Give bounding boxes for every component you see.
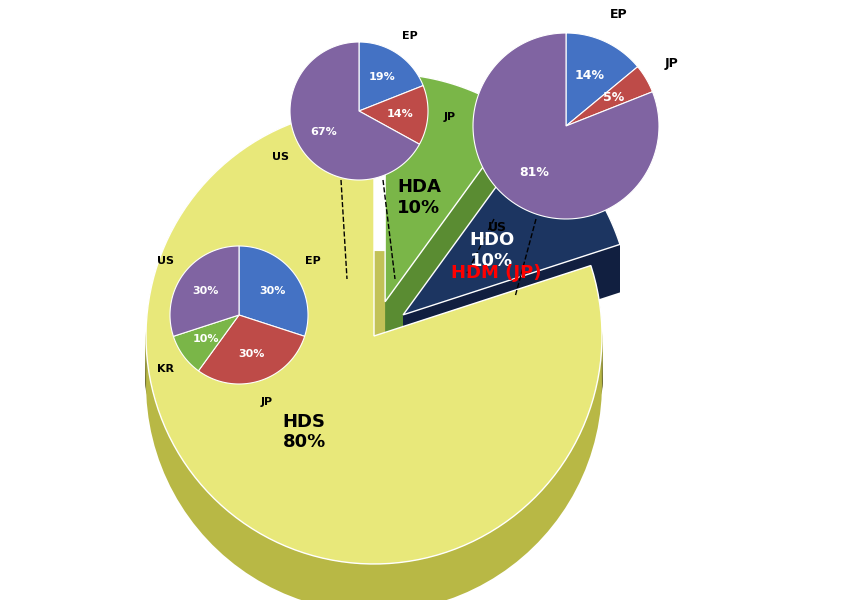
Text: 30%: 30% bbox=[193, 286, 219, 296]
Ellipse shape bbox=[146, 264, 602, 437]
Text: US: US bbox=[157, 256, 174, 266]
Ellipse shape bbox=[146, 259, 602, 432]
Text: HDS
80%: HDS 80% bbox=[283, 413, 326, 451]
Polygon shape bbox=[374, 266, 591, 384]
Ellipse shape bbox=[146, 271, 602, 444]
Ellipse shape bbox=[146, 254, 602, 427]
Polygon shape bbox=[385, 74, 519, 166]
Polygon shape bbox=[473, 33, 659, 219]
Polygon shape bbox=[146, 108, 602, 564]
Text: KR: KR bbox=[157, 364, 174, 374]
Ellipse shape bbox=[146, 257, 602, 430]
Polygon shape bbox=[174, 315, 239, 371]
Text: 81%: 81% bbox=[520, 166, 549, 179]
Text: JP: JP bbox=[261, 397, 273, 407]
Polygon shape bbox=[199, 315, 305, 384]
Text: US: US bbox=[272, 152, 289, 163]
Text: 5%: 5% bbox=[603, 91, 625, 104]
Polygon shape bbox=[403, 130, 620, 315]
Polygon shape bbox=[385, 118, 519, 350]
Polygon shape bbox=[403, 244, 620, 363]
Ellipse shape bbox=[146, 286, 602, 458]
Text: 67%: 67% bbox=[310, 127, 337, 137]
Ellipse shape bbox=[146, 252, 602, 425]
Ellipse shape bbox=[146, 283, 602, 456]
Polygon shape bbox=[170, 246, 239, 337]
Text: HDM (JP): HDM (JP) bbox=[450, 264, 542, 282]
Ellipse shape bbox=[146, 281, 602, 454]
Ellipse shape bbox=[146, 262, 602, 434]
Ellipse shape bbox=[146, 288, 602, 461]
Text: JP: JP bbox=[444, 112, 456, 122]
Text: 14%: 14% bbox=[575, 69, 605, 82]
Ellipse shape bbox=[146, 290, 602, 463]
Ellipse shape bbox=[146, 266, 602, 439]
Text: HDA
10%: HDA 10% bbox=[397, 178, 441, 217]
Ellipse shape bbox=[146, 298, 602, 470]
Text: EP: EP bbox=[305, 256, 320, 266]
Text: JP: JP bbox=[665, 57, 679, 70]
Polygon shape bbox=[359, 42, 424, 111]
Polygon shape bbox=[359, 86, 428, 144]
Text: EP: EP bbox=[609, 8, 627, 22]
Ellipse shape bbox=[146, 276, 602, 449]
Text: 30%: 30% bbox=[239, 349, 265, 359]
Text: HDO
10%: HDO 10% bbox=[469, 231, 514, 270]
Ellipse shape bbox=[146, 295, 602, 468]
Text: 19%: 19% bbox=[369, 72, 396, 82]
Text: US: US bbox=[488, 221, 507, 234]
Text: EP: EP bbox=[403, 31, 418, 41]
Polygon shape bbox=[290, 42, 419, 180]
Polygon shape bbox=[239, 246, 308, 337]
Text: 10%: 10% bbox=[192, 334, 219, 344]
Ellipse shape bbox=[146, 278, 602, 451]
Ellipse shape bbox=[146, 293, 602, 466]
Polygon shape bbox=[566, 33, 638, 126]
Ellipse shape bbox=[146, 269, 602, 442]
Text: 14%: 14% bbox=[387, 109, 414, 119]
Polygon shape bbox=[146, 108, 602, 600]
Polygon shape bbox=[385, 74, 519, 302]
Text: 30%: 30% bbox=[260, 286, 286, 296]
Polygon shape bbox=[566, 67, 653, 126]
Polygon shape bbox=[403, 130, 537, 363]
Polygon shape bbox=[537, 130, 620, 292]
Ellipse shape bbox=[146, 274, 602, 446]
